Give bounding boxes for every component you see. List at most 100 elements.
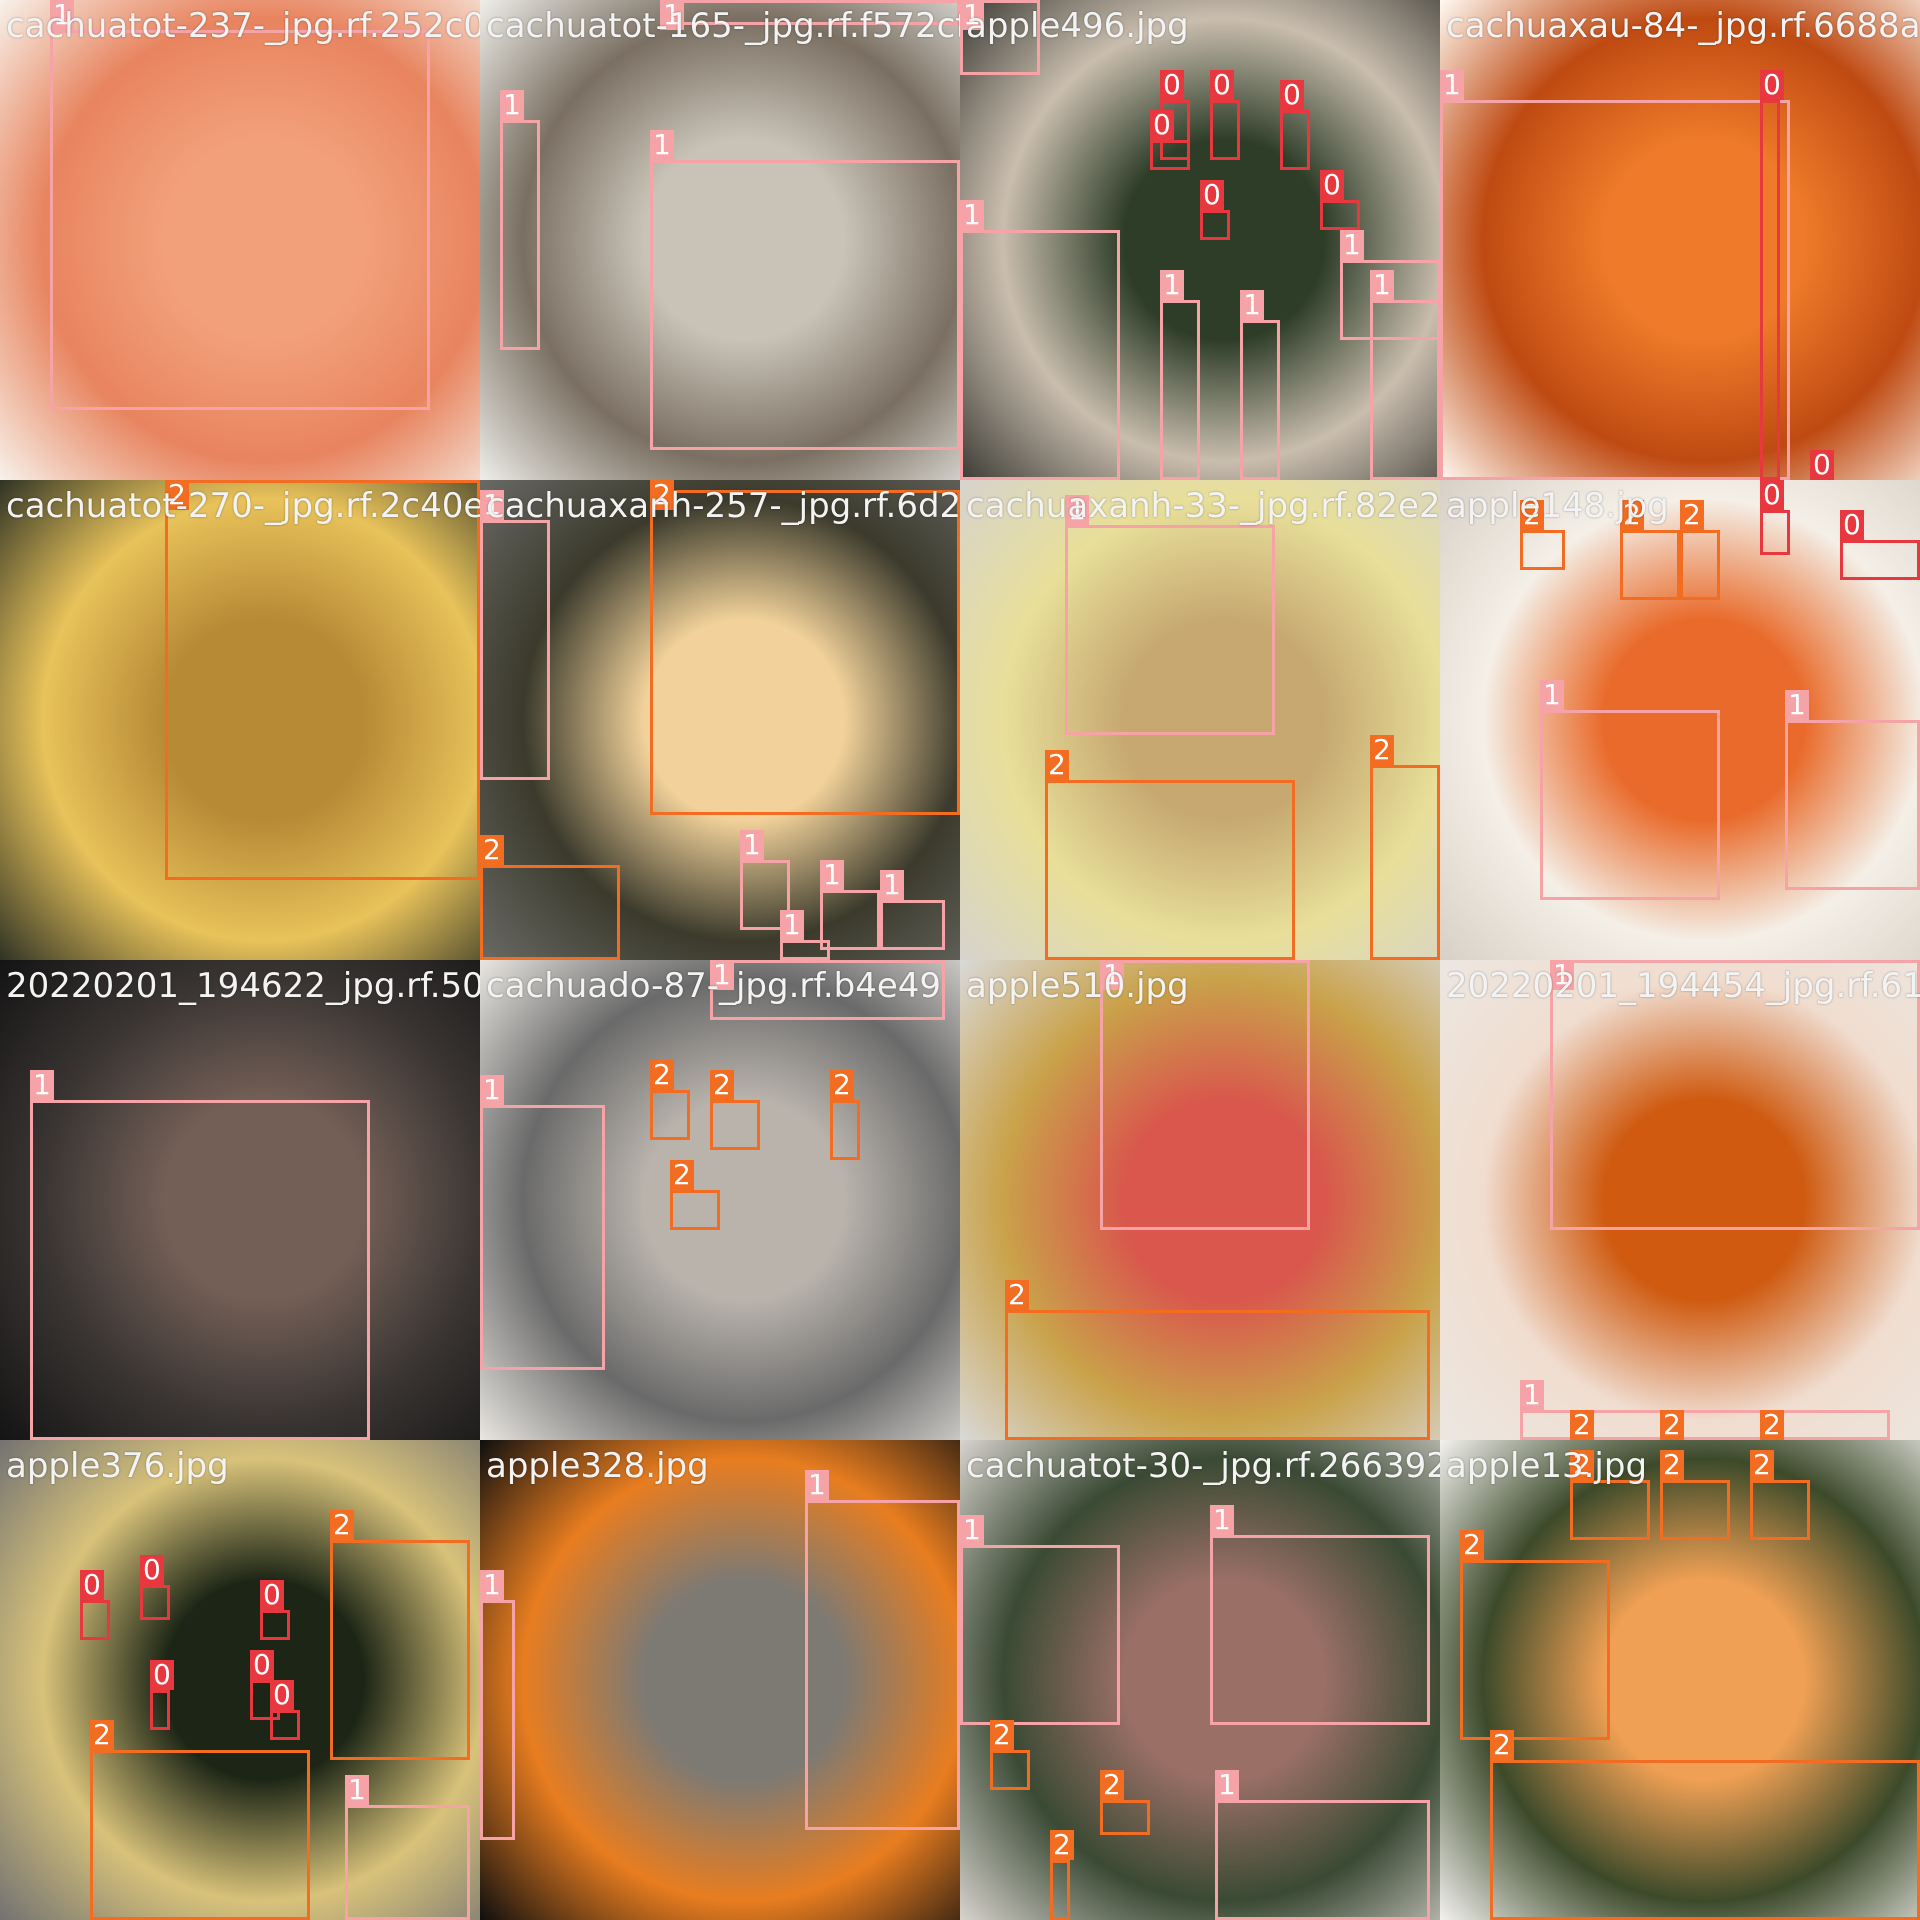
image-filename: cachuatot-30-_jpg.rf.266392 [966, 1446, 1440, 1486]
class-label: 2 [90, 1720, 114, 1750]
bounding-box [1570, 1480, 1650, 1540]
image-filename: cachuado-87-_jpg.rf.b4e49 [486, 966, 942, 1006]
class-label: 0 [1280, 80, 1304, 110]
class-label: 1 [960, 200, 984, 230]
bounding-box [1065, 525, 1275, 735]
bounding-box [1150, 140, 1190, 170]
class-label: 1 [805, 1470, 829, 1500]
class-label: 2 [710, 1070, 734, 1100]
class-label: 1 [1215, 1770, 1239, 1800]
bounding-box [960, 230, 1120, 480]
mosaic-tile: 1 0 0 cachuaxau-84-_jpg.rf.6688a [1440, 0, 1920, 480]
mosaic-tile: 2 2 2 2 2 apple13.jpg [1440, 1440, 1920, 1920]
bounding-box [780, 940, 830, 960]
class-label: 2 [1570, 1410, 1594, 1440]
image-filename: 20220201_194454_jpg.rf.61 [1446, 966, 1920, 1006]
tile-photo [480, 0, 960, 480]
bounding-box [650, 490, 960, 815]
class-label: 1 [1520, 1380, 1544, 1410]
class-label: 2 [1750, 1450, 1774, 1480]
class-label: 1 [1440, 70, 1464, 100]
bounding-box [140, 1585, 170, 1620]
class-label: 1 [500, 90, 524, 120]
bounding-box [830, 1100, 860, 1160]
image-filename: cachuaxanh-257-_jpg.rf.6d28 [486, 486, 960, 526]
bounding-box [820, 890, 880, 950]
mosaic-tile: 0 0 0 0 0 0 2 2 1 apple376.jpg [0, 1440, 480, 1920]
bounding-box [960, 1545, 1120, 1725]
class-label: 2 [990, 1720, 1014, 1750]
class-label: 2 [670, 1160, 694, 1190]
class-label: 0 [1150, 110, 1174, 140]
class-label: 1 [345, 1775, 369, 1805]
class-label: 2 [1660, 1450, 1684, 1480]
bounding-box [260, 1610, 290, 1640]
bounding-box [1200, 210, 1230, 240]
class-label: 2 [165, 480, 189, 510]
mosaic-tile: 1 2 apple510.jpg [960, 960, 1440, 1440]
class-label: 1 [480, 1570, 504, 1600]
bounding-box [1320, 200, 1360, 230]
bounding-box [480, 865, 620, 960]
class-label: 0 [270, 1680, 294, 1710]
bounding-box [960, 0, 1040, 75]
bounding-box [345, 1805, 470, 1920]
bounding-box [1240, 320, 1280, 480]
bounding-box [1005, 1310, 1430, 1440]
bounding-box [30, 1100, 370, 1440]
bounding-box [1280, 110, 1310, 170]
bounding-box [1370, 300, 1440, 480]
class-label: 1 [960, 0, 984, 30]
class-label: 2 [650, 480, 674, 510]
bounding-box [1100, 1800, 1150, 1835]
mosaic-tile: 1 20220201_194622_jpg.rf.50 [0, 960, 480, 1440]
bounding-box [740, 860, 790, 930]
tile-photo [480, 1440, 960, 1920]
image-filename: apple376.jpg [6, 1446, 229, 1486]
class-label: 0 [1200, 180, 1224, 210]
class-label: 2 [1100, 1770, 1124, 1800]
class-label: 1 [660, 0, 684, 30]
class-label: 1 [1785, 690, 1809, 720]
class-label: 1 [820, 860, 844, 890]
tile-photo [1440, 960, 1920, 1440]
bounding-box [80, 1600, 110, 1640]
tile-photo [960, 480, 1440, 960]
class-label: 1 [1540, 680, 1564, 710]
bounding-box [50, 30, 430, 410]
class-label: 2 [1570, 1450, 1594, 1480]
class-label: 0 [1320, 170, 1344, 200]
mosaic-tile: 1 2 2 1 1 1 1 cachuaxanh-257-_jpg.rf.6d28 [480, 480, 960, 960]
bounding-box [1100, 960, 1310, 1230]
class-label: 0 [1760, 70, 1784, 100]
bounding-box [165, 480, 480, 880]
class-label: 1 [650, 130, 674, 160]
bounding-box [1550, 960, 1920, 1230]
class-label: 2 [1005, 1280, 1029, 1310]
class-label: 2 [1490, 1730, 1514, 1760]
mosaic-tile: 1 1 1 cachuatot-165-_jpg.rf.f572cf [480, 0, 960, 480]
class-label: 1 [480, 1075, 504, 1105]
class-label: 1 [1100, 960, 1124, 990]
bounding-box [650, 160, 960, 450]
class-label: 1 [1370, 270, 1394, 300]
mosaic-tile: 1 1 2 2 2 20220201_194454_jpg.rf.61 [1440, 960, 1920, 1440]
class-label: 0 [1210, 70, 1234, 100]
image-filename: cachuatot-237-_jpg.rf.252c0 [6, 6, 480, 46]
image-filename: cachuatot-165-_jpg.rf.f572cf [486, 6, 960, 46]
tile-photo [0, 1440, 480, 1920]
tile-photo [0, 960, 480, 1440]
class-label: 2 [1660, 1410, 1684, 1440]
tile-photo [960, 960, 1440, 1440]
class-label: 0 [150, 1660, 174, 1690]
image-filename: 20220201_194622_jpg.rf.50 [6, 966, 480, 1006]
mosaic-tile: 1 2 2 cachuaxanh-33-_jpg.rf.82e2 [960, 480, 1440, 960]
tile-photo [0, 0, 480, 480]
tile-photo [960, 1440, 1440, 1920]
mosaic-tile: 1 2 2 2 2 1 cachuado-87-_jpg.rf.b4e49 [480, 960, 960, 1440]
image-filename: apple148.jpg [1446, 486, 1669, 526]
image-filename: cachuaxanh-33-_jpg.rf.82e2 [966, 486, 1440, 526]
class-label: 2 [1050, 1830, 1074, 1860]
class-label: 1 [1340, 230, 1364, 260]
